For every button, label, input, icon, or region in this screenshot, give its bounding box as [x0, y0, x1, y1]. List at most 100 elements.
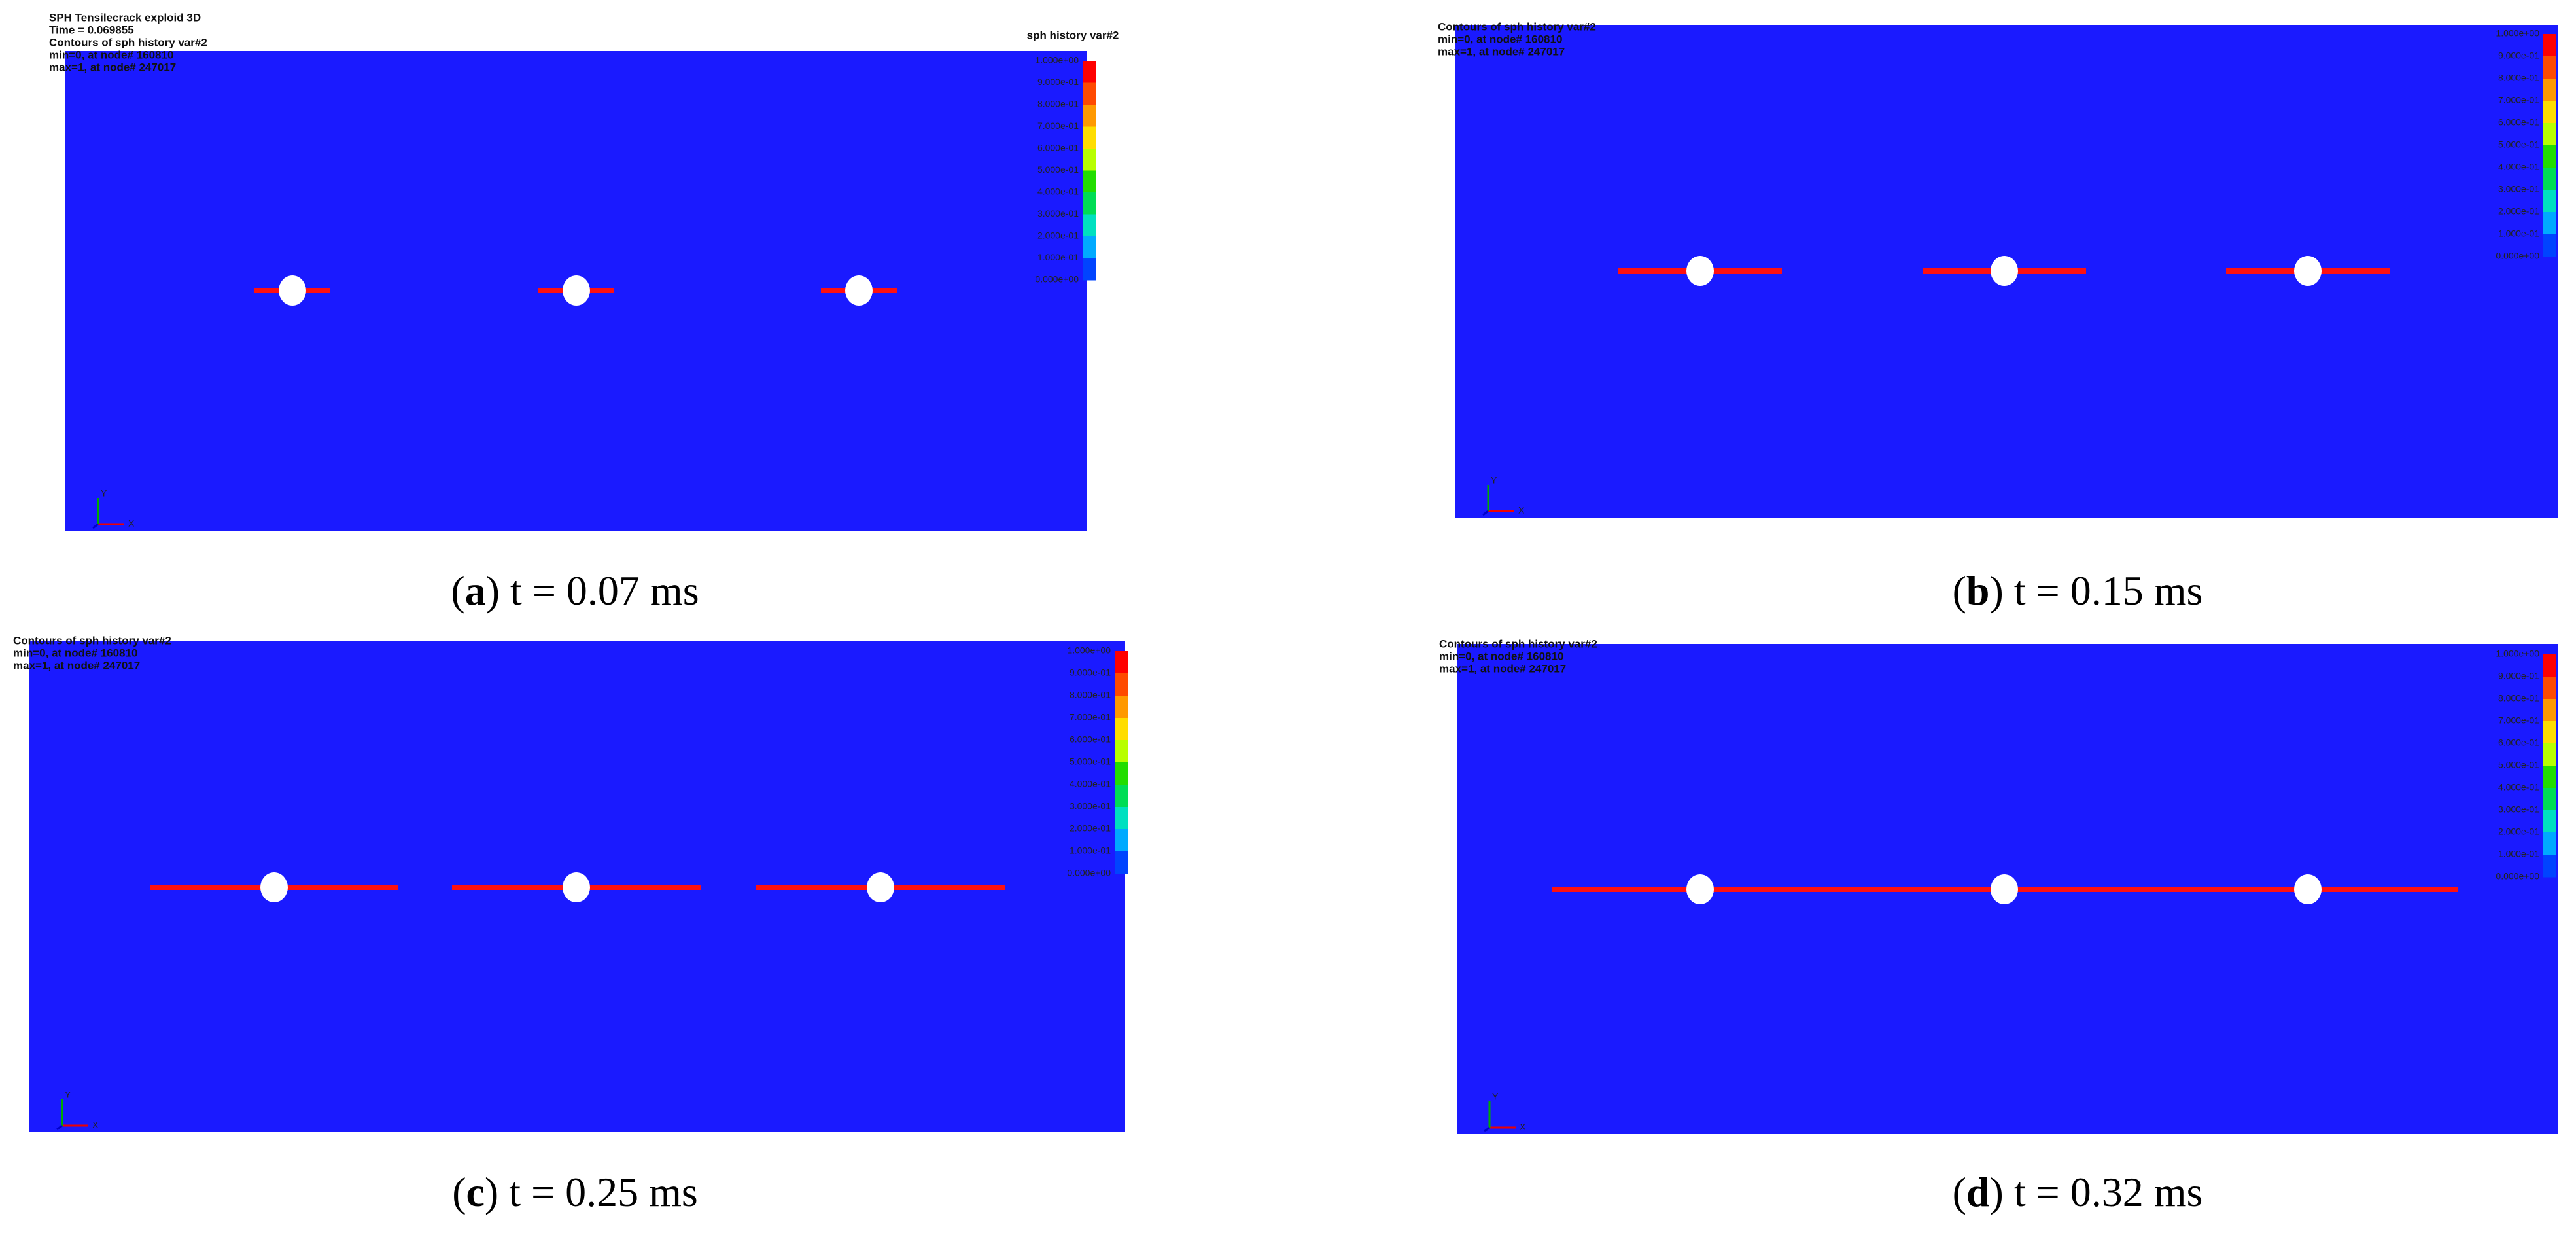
caption-text: ) t = 0.25 ms: [485, 1169, 698, 1215]
colorbar-segment: [1115, 851, 1128, 874]
triad-label: Y: [1492, 1092, 1499, 1102]
legend-label: 9.000e-01: [2498, 50, 2539, 61]
caption-paren: (: [452, 1169, 466, 1215]
borehole: [1991, 874, 2018, 904]
legend-label: 1.000e+00: [2496, 649, 2539, 659]
borehole: [845, 275, 873, 306]
colorbar-segment: [1083, 214, 1096, 237]
colorbar-segment: [2543, 34, 2556, 57]
colorbar-segment: [2543, 832, 2556, 855]
colorbar-segment: [2543, 766, 2556, 789]
header-line: max=1, at node# 247017: [1439, 662, 1566, 675]
legend-label: 6.000e-01: [2498, 117, 2539, 128]
legend-label: 6.000e-01: [1037, 143, 1079, 153]
header-line: min=0, at node# 160810: [1438, 33, 1562, 45]
colorbar-segment: [1083, 105, 1096, 127]
legend-title: sph history var#2: [1027, 29, 1119, 41]
caption-paren: (: [1953, 567, 1966, 614]
colorbar-segment: [1115, 785, 1128, 808]
legend-label: 3.000e-01: [2498, 804, 2539, 815]
triad-label: X: [128, 518, 135, 529]
header-line: Contours of sph history var#2: [13, 634, 171, 647]
legend-label: 0.000e+00: [2496, 871, 2539, 881]
colorbar-segment: [2543, 654, 2556, 677]
colorbar-segment: [1083, 126, 1096, 149]
legend-label: 6.000e-01: [2498, 738, 2539, 748]
legend-label: 8.000e-01: [2498, 693, 2539, 703]
caption-letter: c: [466, 1169, 485, 1215]
legend-label: 0.000e+00: [1035, 274, 1079, 285]
colorbar-segment: [2543, 168, 2556, 190]
legend-label: 7.000e-01: [2498, 715, 2539, 726]
triad-axis: [56, 1124, 63, 1131]
caption-letter: d: [1966, 1169, 1990, 1215]
triad-axis: [1482, 510, 1489, 516]
legend-label: 4.000e-01: [2498, 782, 2539, 792]
caption: (d) t = 0.32 ms: [1953, 1169, 2203, 1215]
legend-label: 5.000e-01: [1070, 756, 1111, 767]
header-line: min=0, at node# 160810: [49, 48, 173, 61]
colorbar-segment: [2543, 699, 2556, 722]
legend-label: 0.000e+00: [2496, 251, 2539, 261]
colorbar-segment: [1083, 61, 1096, 83]
triad-label: X: [1520, 1122, 1526, 1132]
colorbar-segment: [1115, 762, 1128, 785]
legend-label: 2.000e-01: [2498, 206, 2539, 217]
caption: (b) t = 0.15 ms: [1953, 567, 2203, 614]
borehole: [563, 872, 590, 902]
triad-label: Y: [101, 488, 107, 499]
legend-label: 8.000e-01: [1037, 99, 1079, 109]
legend-label: 3.000e-01: [1070, 801, 1111, 811]
colorbar-segment: [1115, 807, 1128, 830]
colorbar-segment: [2543, 145, 2556, 168]
triad-label: X: [92, 1120, 99, 1130]
colorbar-segment: [1083, 192, 1096, 215]
borehole: [2294, 874, 2322, 904]
colorbar-segment: [2543, 234, 2556, 257]
legend-label: 1.000e-01: [1037, 252, 1079, 262]
caption-text: ) t = 0.07 ms: [486, 567, 699, 614]
colorbar-segment: [1115, 740, 1128, 763]
legend-label: 3.000e-01: [1037, 208, 1079, 219]
legend-label: 8.000e-01: [2498, 73, 2539, 83]
caption-paren: (: [451, 567, 464, 614]
borehole: [279, 275, 306, 306]
borehole: [2294, 256, 2322, 286]
colorbar-segment: [1083, 170, 1096, 193]
legend-label: 9.000e-01: [2498, 671, 2539, 681]
legend-label: 1.000e+00: [1067, 645, 1111, 656]
caption-letter: a: [465, 567, 486, 614]
colorbar-segment: [1115, 651, 1128, 674]
legend-label: 2.000e-01: [1070, 823, 1111, 834]
legend-label: 5.000e-01: [2498, 760, 2539, 770]
triad-label: X: [1518, 505, 1525, 516]
borehole: [1686, 256, 1714, 286]
caption: (c) t = 0.25 ms: [452, 1169, 698, 1215]
colorbar-segment: [2543, 855, 2556, 878]
colorbar-segment: [1083, 258, 1096, 281]
legend-label: 1.000e-01: [1070, 845, 1111, 856]
legend-label: 4.000e-01: [1037, 187, 1079, 197]
colorbar-segment: [2543, 743, 2556, 766]
legend-label: 8.000e-01: [1070, 690, 1111, 700]
colorbar-segment: [1115, 696, 1128, 719]
header-line: Contours of sph history var#2: [1438, 20, 1596, 33]
borehole: [867, 872, 894, 902]
caption-text: ) t = 0.32 ms: [1990, 1169, 2203, 1215]
colorbar-segment: [2543, 721, 2556, 744]
triad-axis: [92, 523, 99, 529]
header-line: Time = 0.069855: [49, 24, 134, 36]
colorbar-segment: [1115, 673, 1128, 696]
legend-label: 9.000e-01: [1037, 77, 1079, 87]
legend-label: 2.000e-01: [1037, 230, 1079, 241]
colorbar-segment: [2543, 190, 2556, 213]
triad-label: Y: [65, 1090, 71, 1100]
colorbar-segment: [2543, 212, 2556, 235]
legend-label: 1.000e-01: [2498, 849, 2539, 859]
header-line: Contours of sph history var#2: [1439, 637, 1597, 650]
legend-label: 1.000e+00: [2496, 28, 2539, 39]
